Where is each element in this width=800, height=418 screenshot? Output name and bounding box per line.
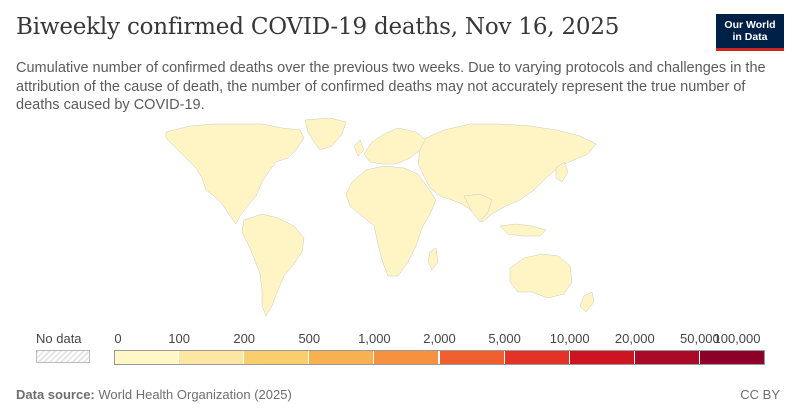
- country-asia[interactable]: [417, 123, 597, 223]
- legend-tick-label: 0: [114, 331, 122, 346]
- chart-title: Biweekly confirmed COVID-19 deaths, Nov …: [16, 14, 620, 40]
- legend-tick-label: 100: [168, 331, 190, 346]
- legend-bin[interactable]: [504, 350, 570, 365]
- legend-bin[interactable]: [374, 350, 440, 365]
- legend-tick-label: 500: [298, 331, 321, 346]
- country-uk[interactable]: [353, 139, 365, 157]
- legend-tick-label: 20,000: [614, 331, 655, 346]
- source-label: Data source:: [16, 387, 95, 402]
- logo-line-2: in Data: [732, 31, 768, 43]
- chart-subtitle: Cumulative number of confirmed deaths ov…: [16, 60, 766, 113]
- license-link[interactable]: CC BY: [740, 387, 780, 402]
- legend-bin[interactable]: [439, 350, 505, 365]
- country-africa[interactable]: [345, 165, 437, 277]
- legend-bin[interactable]: [699, 350, 765, 365]
- country-new-zealand[interactable]: [579, 291, 595, 313]
- legend-bin[interactable]: [114, 350, 180, 365]
- legend-tick-label: 50,000: [680, 331, 720, 346]
- legend-bin[interactable]: [244, 350, 310, 365]
- owid-logo[interactable]: Our World in Data: [716, 14, 784, 51]
- legend-tick-label: 10,000: [549, 331, 590, 346]
- world-map: [165, 117, 597, 317]
- country-south-america[interactable]: [241, 213, 305, 317]
- legend-tick-label: 2,000: [423, 331, 456, 346]
- legend-tick-label: 1,000: [358, 331, 391, 346]
- legend-tick-label: 200: [233, 331, 256, 346]
- legend-bin[interactable]: [634, 350, 700, 365]
- country-australia[interactable]: [509, 253, 573, 299]
- legend-tick-label: 100,000: [713, 331, 761, 346]
- country-greenland[interactable]: [304, 117, 347, 151]
- country-indonesia[interactable]: [499, 223, 547, 237]
- legend-bin[interactable]: [309, 350, 375, 365]
- legend-bin[interactable]: [179, 350, 245, 365]
- no-data-label: No data: [36, 331, 82, 346]
- country-north-america[interactable]: [165, 123, 305, 225]
- data-source: Data source: World Health Organization (…: [16, 387, 292, 402]
- no-data-swatch[interactable]: [36, 350, 90, 363]
- country-madagascar[interactable]: [427, 247, 439, 271]
- logo-line-1: Our World: [724, 19, 776, 31]
- country-europe[interactable]: [363, 127, 427, 165]
- country-india[interactable]: [463, 193, 493, 223]
- legend-bin[interactable]: [569, 350, 635, 365]
- source-link[interactable]: World Health Organization (2025): [98, 387, 292, 402]
- country-japan[interactable]: [555, 161, 569, 183]
- legend-tick-label: 5,000: [488, 331, 521, 346]
